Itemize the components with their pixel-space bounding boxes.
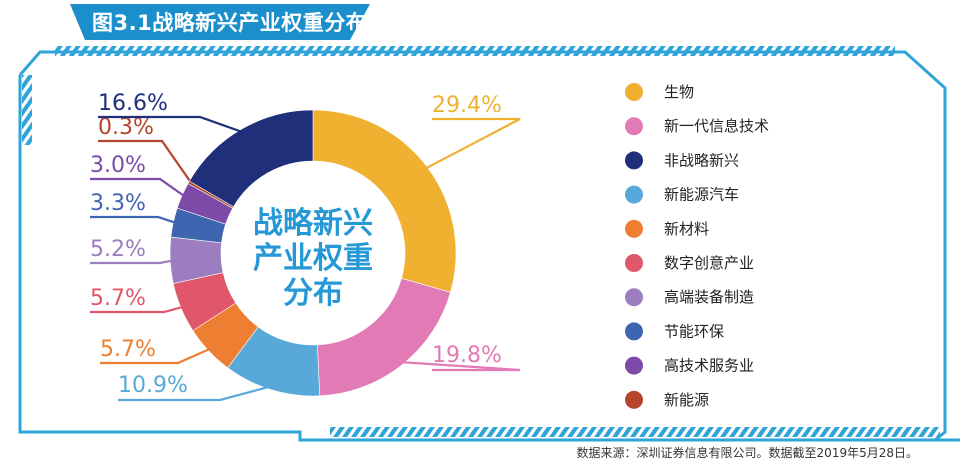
leader-non-strategic	[98, 115, 245, 134]
legend-label-high-end-equipment: 高端装备制造	[664, 288, 754, 306]
legend-swatch-high-end-equipment	[625, 288, 643, 307]
data-label-biology: 29.4%	[432, 93, 502, 118]
legend-swatch-digital-creative	[625, 254, 643, 272]
donut-hole	[221, 161, 405, 345]
legend-label-new-energy: 新能源	[664, 391, 709, 409]
leader-new-energy-vehicle	[118, 384, 273, 402]
leader-high-tech-service	[90, 177, 187, 199]
leader-new-materials	[100, 347, 213, 365]
center-label-line-2: 产业权重	[253, 241, 373, 276]
frame-border	[18, 75, 960, 442]
data-label-non-strategic: 16.6%	[98, 91, 168, 116]
title-banner	[70, 4, 370, 40]
hatch-top	[55, 46, 895, 56]
legend-label-next-gen-it: 新一代信息技术	[664, 117, 769, 135]
hatch-left	[22, 75, 32, 145]
legend-swatch-next-gen-it	[625, 117, 643, 136]
legend-swatch-new-materials	[625, 219, 643, 238]
data-label-new-energy: 0.3%	[98, 115, 154, 140]
data-label-energy-saving: 3.3%	[90, 191, 146, 216]
legend-label-energy-saving: 节能环保	[664, 322, 724, 340]
legend-swatch-high-tech-service	[625, 356, 643, 375]
frame-border-top	[18, 50, 947, 442]
data-label-digital-creative: 5.7%	[90, 286, 146, 311]
center-label-line-1: 战略新兴	[253, 206, 373, 241]
data-label-new-materials: 5.7%	[100, 337, 156, 362]
leader-biology	[423, 117, 521, 171]
center-label-line-3: 分布	[283, 276, 343, 311]
source-note: 数据来源：深圳证券信息有限公司。数据截至2019年5月28日。	[576, 446, 918, 460]
data-label-high-tech-service: 3.0%	[90, 153, 146, 178]
legend-swatch-biology	[625, 83, 643, 101]
leader-next-gen-it	[399, 360, 521, 372]
hatch-bottom	[330, 427, 940, 437]
legend-swatch-new-energy-vehicle	[625, 185, 643, 204]
legend-label-biology: 生物	[664, 83, 694, 101]
legend-label-new-energy-vehicle: 新能源汽车	[664, 186, 739, 204]
leader-energy-saving	[90, 215, 178, 225]
legend-swatch-energy-saving	[625, 322, 643, 341]
legend-label-high-tech-service: 高技术服务业	[664, 357, 754, 375]
data-label-next-gen-it: 19.8%	[432, 343, 502, 368]
leader-high-end-equipment	[90, 259, 175, 265]
legend-swatch-non-strategic	[625, 151, 643, 170]
data-label-high-end-equipment: 5.2%	[90, 237, 146, 262]
legend-swatch-new-energy	[625, 390, 643, 409]
legend-label-non-strategic: 非战略新兴	[664, 151, 739, 169]
legend-label-digital-creative: 数字创意产业	[664, 254, 754, 272]
legend-label-new-materials: 新材料	[664, 220, 709, 238]
leader-new-energy	[98, 139, 194, 185]
data-label-new-energy-vehicle: 10.9%	[118, 373, 188, 398]
page-title: 图3.1战略新兴产业权重分布	[92, 11, 368, 35]
leader-digital-creative	[90, 305, 185, 314]
